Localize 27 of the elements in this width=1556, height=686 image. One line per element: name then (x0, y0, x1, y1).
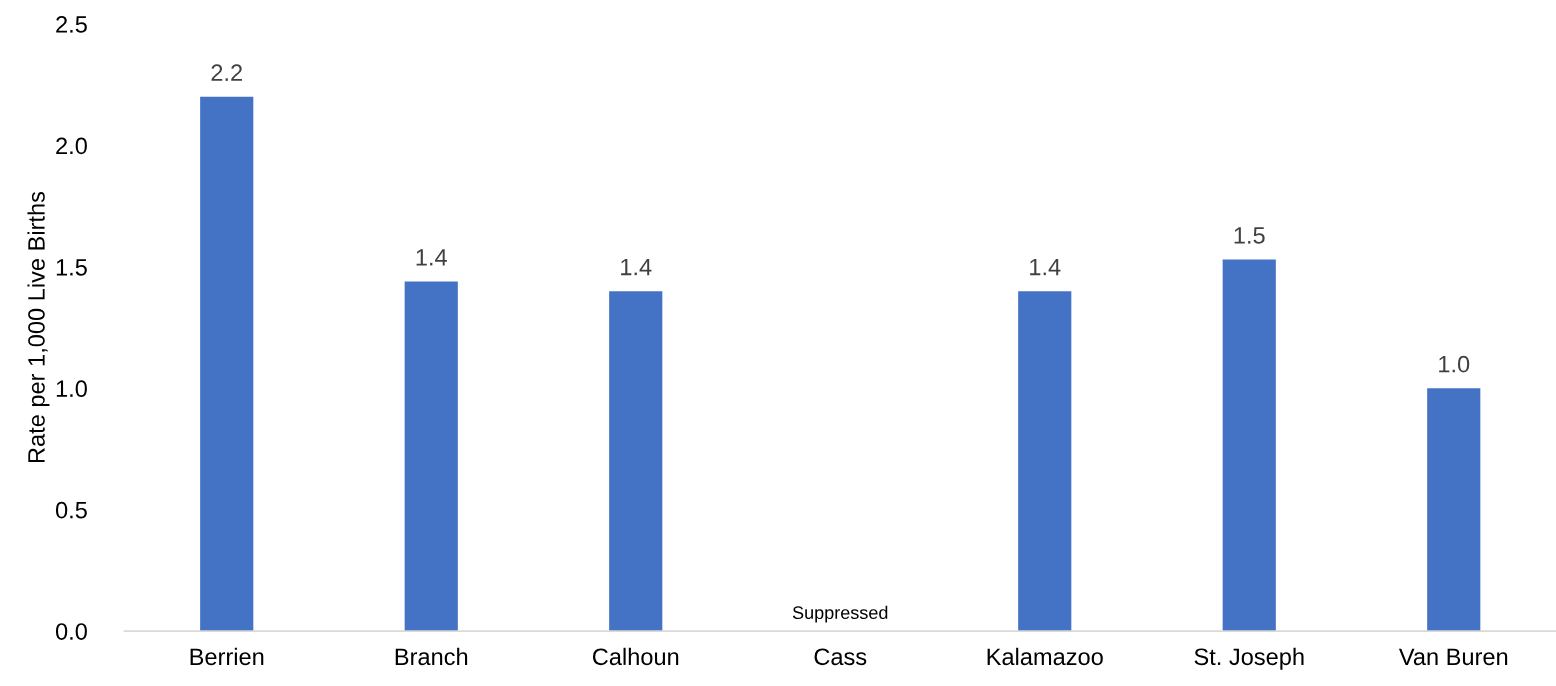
y-tick-label: 2.5 (56, 16, 87, 33)
y-axis-title: Rate per 1,000 Live Births (27, 191, 50, 463)
y-tick-label: 0.5 (55, 501, 87, 519)
y-tick-label: 1.5 (56, 259, 87, 276)
annotation: Suppressed (792, 605, 888, 623)
x-tick-label: Berrien (190, 647, 264, 666)
x-tick-label: Kalamazoo (987, 647, 1103, 666)
y-tick-label: 0.0 (55, 623, 87, 640)
bar (404, 281, 458, 632)
bar (200, 96, 254, 632)
data-label: 1.5 (1234, 227, 1265, 244)
x-tick-label: Calhoun (592, 647, 679, 666)
data-label: 1.4 (416, 249, 447, 266)
data-label: 1.4 (1030, 258, 1061, 276)
x-tick-label: Van Buren (1398, 648, 1508, 666)
data-label: 1.4 (621, 258, 652, 276)
x-tick-label: St. Joseph (1194, 647, 1304, 670)
y-tick-label: 1.0 (56, 380, 87, 398)
data-label: 1.0 (1439, 355, 1470, 373)
bar (1222, 259, 1276, 632)
bar (1427, 388, 1481, 632)
bar (1018, 291, 1072, 632)
x-tick-label: Branch (395, 647, 468, 666)
bar (609, 291, 663, 632)
y-tick-label: 2.0 (56, 137, 87, 155)
data-label: 2.2 (211, 64, 242, 81)
x-tick-label: Cass (814, 648, 867, 666)
